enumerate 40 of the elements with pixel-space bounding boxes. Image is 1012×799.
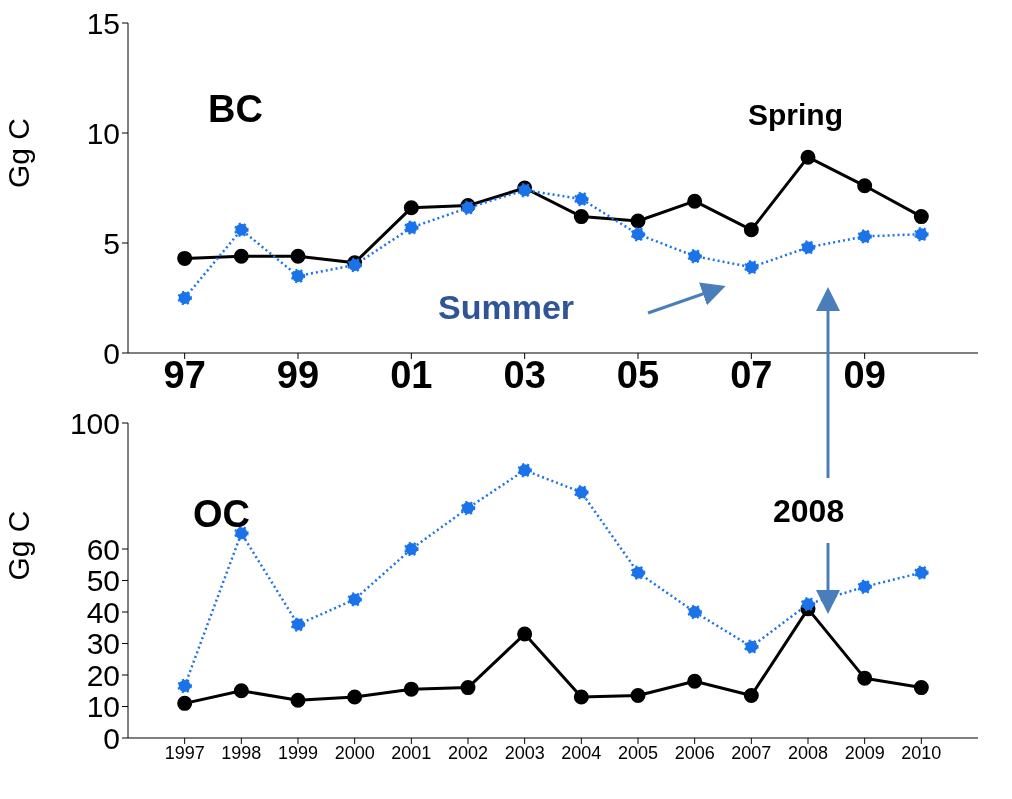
x-tick-label: 99	[276, 353, 320, 396]
x-tick-label: 2006	[674, 742, 715, 763]
y-tick-label: 100	[69, 406, 120, 440]
y-tick-label: 5	[103, 226, 120, 260]
x-tick-label: 1997	[164, 742, 205, 763]
y-tick-label: 10	[86, 690, 120, 724]
x-tick-label: 09	[843, 353, 886, 396]
x-tick-label: 2007	[731, 742, 772, 763]
x-tick-label: 01	[390, 353, 433, 396]
x-tick-label: 1998	[221, 742, 262, 763]
y-axis-title: Gg C	[1, 117, 35, 188]
y-tick-label: 15	[86, 6, 120, 40]
annotation: Summer	[438, 288, 575, 327]
x-tick-label: 2001	[391, 742, 432, 763]
y-tick-label: 50	[86, 564, 120, 598]
annotation: Spring	[748, 98, 843, 132]
x-tick-label: 2002	[447, 742, 489, 763]
x-tick-label: 2000	[334, 742, 375, 763]
x-tick-label: 2010	[901, 742, 942, 763]
x-tick-label: 05	[616, 353, 660, 396]
annotation: 2008	[773, 493, 845, 530]
y-tick-label: 20	[86, 658, 120, 692]
y-tick-label: 0	[103, 336, 120, 370]
x-tick-label: 97	[163, 353, 206, 396]
x-tick-label: 07	[730, 353, 773, 396]
y-tick-label: 40	[86, 595, 120, 629]
y-tick-label: 60	[86, 532, 120, 566]
y-tick-label: 10	[86, 116, 120, 150]
x-tick-label: 1999	[277, 742, 319, 763]
x-tick-label: 2008	[787, 742, 829, 763]
x-tick-label: 2005	[617, 742, 659, 763]
x-tick-label: 03	[503, 353, 546, 396]
y-tick-label: 0	[103, 721, 120, 755]
y-axis-title: Gg C	[1, 510, 35, 581]
x-tick-label: 2003	[504, 742, 545, 763]
y-tick-label: 30	[86, 627, 120, 661]
x-tick-label: 2009	[844, 742, 885, 763]
x-tick-label: 2004	[561, 742, 602, 763]
annotation: BC	[208, 88, 263, 131]
annotation: OC	[193, 493, 250, 536]
